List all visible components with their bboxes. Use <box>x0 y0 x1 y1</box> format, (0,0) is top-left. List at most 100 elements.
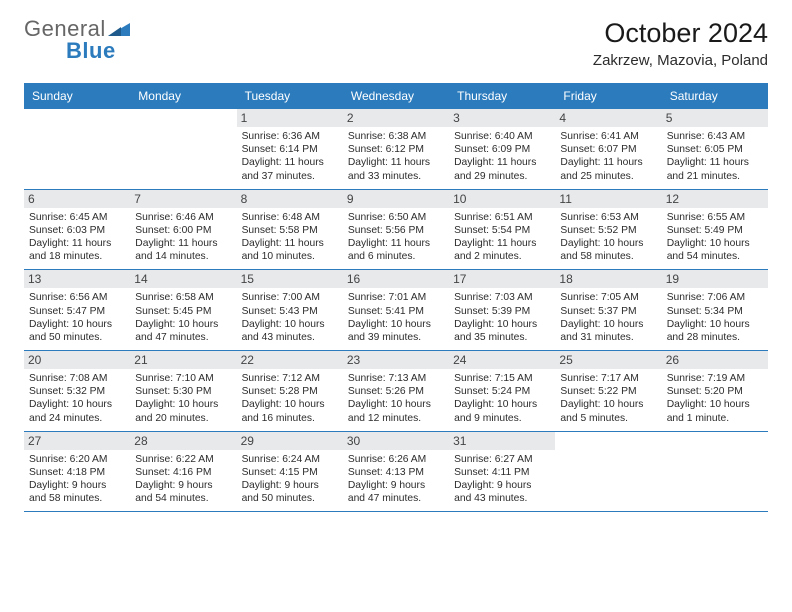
sunset-text: Sunset: 5:45 PM <box>135 305 231 318</box>
day-header: Friday <box>555 83 661 109</box>
sunset-text: Sunset: 5:37 PM <box>560 305 656 318</box>
day-number: 27 <box>24 432 130 450</box>
day-header: Tuesday <box>237 83 343 109</box>
day-cell: 4Sunrise: 6:41 AMSunset: 6:07 PMDaylight… <box>555 109 661 189</box>
day-number: 1 <box>237 109 343 127</box>
sunset-text: Sunset: 5:20 PM <box>667 385 763 398</box>
day-cell: 2Sunrise: 6:38 AMSunset: 6:12 PMDaylight… <box>343 109 449 189</box>
sunrise-text: Sunrise: 6:38 AM <box>348 130 444 143</box>
day-number: 5 <box>662 109 768 127</box>
day-number: 3 <box>449 109 555 127</box>
day-details: Sunrise: 6:51 AMSunset: 5:54 PMDaylight:… <box>454 211 550 264</box>
day-cell: 27 Sunrise: 6:20 AMSunset: 4:18 PMDayligh… <box>24 432 130 512</box>
sunset-text: Sunset: 4:15 PM <box>242 466 338 479</box>
day-details: Sunrise: 6:20 AMSunset: 4:18 PMDaylight:… <box>29 453 125 506</box>
day-cell: 30Sunrise: 6:26 AMSunset: 4:13 PMDayligh… <box>343 432 449 512</box>
logo-triangle-icon <box>108 18 130 40</box>
daylight-text: Daylight: 9 hours and 50 minutes. <box>242 479 338 505</box>
day-cell: 26Sunrise: 7:19 AMSunset: 5:20 PMDayligh… <box>662 351 768 431</box>
sunrise-text: Sunrise: 7:00 AM <box>242 291 338 304</box>
day-cell: 7Sunrise: 6:46 AMSunset: 6:00 PMDaylight… <box>130 190 236 270</box>
day-number: 13 <box>24 270 130 288</box>
sunrise-text: Sunrise: 7:05 AM <box>560 291 656 304</box>
daylight-text: Daylight: 9 hours and 43 minutes. <box>454 479 550 505</box>
day-cell <box>662 432 768 512</box>
day-number: 21 <box>130 351 236 369</box>
day-details: Sunrise: 7:03 AMSunset: 5:39 PMDaylight:… <box>454 291 550 344</box>
day-number: 31 <box>449 432 555 450</box>
daylight-text: Daylight: 11 hours and 37 minutes. <box>242 156 338 182</box>
day-number: 26 <box>662 351 768 369</box>
day-cell: 5 Sunrise: 6:43 AMSunset: 6:05 PMDaylight… <box>662 109 768 189</box>
sunset-text: Sunset: 5:26 PM <box>348 385 444 398</box>
daylight-text: Daylight: 10 hours and 12 minutes. <box>348 398 444 424</box>
daylight-text: Daylight: 10 hours and 54 minutes. <box>667 237 763 263</box>
sunrise-text: Sunrise: 7:17 AM <box>560 372 656 385</box>
sunset-text: Sunset: 6:14 PM <box>242 143 338 156</box>
day-number: 8 <box>237 190 343 208</box>
day-cell: 8 Sunrise: 6:48 AMSunset: 5:58 PMDaylight… <box>237 190 343 270</box>
sunset-text: Sunset: 5:28 PM <box>242 385 338 398</box>
day-header-row: Sunday Monday Tuesday Wednesday Thursday… <box>24 83 768 109</box>
day-cell: 31Sunrise: 6:27 AMSunset: 4:11 PMDayligh… <box>449 432 555 512</box>
day-cell: 6Sunrise: 6:45 AMSunset: 6:03 PMDaylight… <box>24 190 130 270</box>
sunrise-text: Sunrise: 6:40 AM <box>454 130 550 143</box>
sunset-text: Sunset: 6:05 PM <box>667 143 763 156</box>
day-cell: 13 Sunrise: 6:56 AMSunset: 5:47 PMDayligh… <box>24 270 130 350</box>
day-details: Sunrise: 7:06 AMSunset: 5:34 PMDaylight:… <box>667 291 763 344</box>
daylight-text: Daylight: 10 hours and 43 minutes. <box>242 318 338 344</box>
day-number: 29 <box>237 432 343 450</box>
day-details: Sunrise: 6:24 AMSunset: 4:15 PMDaylight:… <box>242 453 338 506</box>
day-cell <box>130 109 236 189</box>
sunset-text: Sunset: 5:49 PM <box>667 224 763 237</box>
day-cell: 25Sunrise: 7:17 AMSunset: 5:22 PMDayligh… <box>555 351 661 431</box>
day-cell: 12Sunrise: 6:55 AMSunset: 5:49 PMDayligh… <box>662 190 768 270</box>
day-details: Sunrise: 6:50 AMSunset: 5:56 PMDaylight:… <box>348 211 444 264</box>
day-details: Sunrise: 7:10 AMSunset: 5:30 PMDaylight:… <box>135 372 231 425</box>
day-details: Sunrise: 7:13 AMSunset: 5:26 PMDaylight:… <box>348 372 444 425</box>
calendar-grid: Sunday Monday Tuesday Wednesday Thursday… <box>24 83 768 512</box>
sunrise-text: Sunrise: 7:13 AM <box>348 372 444 385</box>
day-cell: 28Sunrise: 6:22 AMSunset: 4:16 PMDayligh… <box>130 432 236 512</box>
day-number: 30 <box>343 432 449 450</box>
sunrise-text: Sunrise: 7:01 AM <box>348 291 444 304</box>
day-details: Sunrise: 6:48 AMSunset: 5:58 PMDaylight:… <box>242 211 338 264</box>
sunset-text: Sunset: 4:16 PM <box>135 466 231 479</box>
day-number: 19 <box>662 270 768 288</box>
weeks-container: 1Sunrise: 6:36 AMSunset: 6:14 PMDaylight… <box>24 109 768 512</box>
sunset-text: Sunset: 5:52 PM <box>560 224 656 237</box>
sunrise-text: Sunrise: 6:36 AM <box>242 130 338 143</box>
day-number: 15 <box>237 270 343 288</box>
daylight-text: Daylight: 10 hours and 20 minutes. <box>135 398 231 424</box>
day-details: Sunrise: 7:08 AMSunset: 5:32 PMDaylight:… <box>29 372 125 425</box>
day-number: 23 <box>343 351 449 369</box>
day-number: 22 <box>237 351 343 369</box>
day-cell: 19 Sunrise: 7:06 AMSunset: 5:34 PMDayligh… <box>662 270 768 350</box>
sunset-text: Sunset: 6:07 PM <box>560 143 656 156</box>
daylight-text: Daylight: 10 hours and 58 minutes. <box>560 237 656 263</box>
day-details: Sunrise: 6:22 AMSunset: 4:16 PMDaylight:… <box>135 453 231 506</box>
day-details: Sunrise: 6:38 AMSunset: 6:12 PMDaylight:… <box>348 130 444 183</box>
sunset-text: Sunset: 4:18 PM <box>29 466 125 479</box>
logo-text-b: Blue <box>66 38 116 63</box>
day-number: 16 <box>343 270 449 288</box>
day-details: Sunrise: 6:45 AMSunset: 6:03 PMDaylight:… <box>29 211 125 264</box>
sunrise-text: Sunrise: 7:19 AM <box>667 372 763 385</box>
day-number: 20 <box>24 351 130 369</box>
sunrise-text: Sunrise: 6:24 AM <box>242 453 338 466</box>
daylight-text: Daylight: 11 hours and 18 minutes. <box>29 237 125 263</box>
daylight-text: Daylight: 11 hours and 29 minutes. <box>454 156 550 182</box>
day-number: 17 <box>449 270 555 288</box>
day-details: Sunrise: 6:56 AMSunset: 5:47 PMDaylight:… <box>29 291 125 344</box>
sunrise-text: Sunrise: 6:26 AM <box>348 453 444 466</box>
week-row: 27 Sunrise: 6:20 AMSunset: 4:18 PMDayligh… <box>24 432 768 513</box>
day-number: 14 <box>130 270 236 288</box>
title-block: October 2024 Zakrzew, Mazovia, Poland <box>593 18 768 69</box>
day-details: Sunrise: 6:43 AMSunset: 6:05 PMDaylight:… <box>667 130 763 183</box>
day-number: 11 <box>555 190 661 208</box>
day-details: Sunrise: 7:17 AMSunset: 5:22 PMDaylight:… <box>560 372 656 425</box>
daylight-text: Daylight: 11 hours and 10 minutes. <box>242 237 338 263</box>
sunset-text: Sunset: 6:03 PM <box>29 224 125 237</box>
day-cell: 1 Sunrise: 6:36 AMSunset: 6:14 PMDaylight… <box>237 109 343 189</box>
daylight-text: Daylight: 11 hours and 33 minutes. <box>348 156 444 182</box>
